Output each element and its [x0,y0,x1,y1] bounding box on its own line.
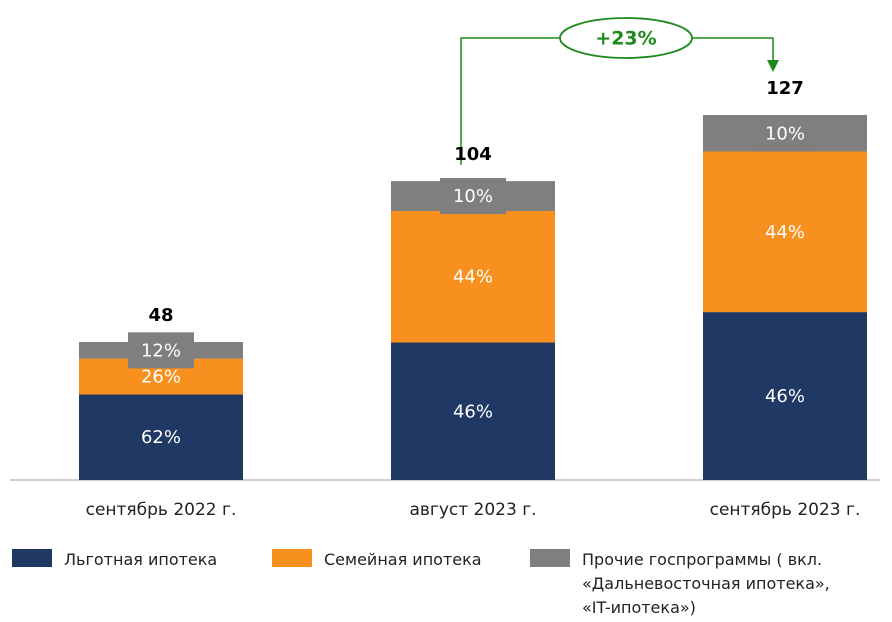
legend-swatch [272,549,312,567]
data-label: 44% [765,222,805,243]
x-tick-label: сентябрь 2023 г. [710,500,861,520]
bar-segment [703,151,867,313]
data-label: 10% [765,123,805,144]
total-label: 48 [148,305,173,326]
chart: +23% 62% 26% 12% 48 сентябрь 2022 г. 46% 44% 10… [10,17,880,520]
annotation-arrowhead [767,60,779,72]
bar-segment [79,394,243,480]
bar-segment [703,312,867,480]
label-box [752,115,818,152]
legend-item: Прочие госпрограммы ( вкл. «Дальневосточ… [530,548,857,620]
label-box [440,178,506,215]
data-label: 44% [453,267,493,288]
legend-swatch [530,549,570,567]
data-label: 10% [453,186,493,207]
legend-item: Семейная ипотека [272,548,482,572]
legend-item: Льготная ипотека [12,548,217,572]
total-label: 104 [454,144,492,165]
data-label: 46% [765,386,805,407]
total-label: 127 [766,78,804,99]
x-tick-label: август 2023 г. [409,500,536,520]
legend-label: Семейная ипотека [324,550,482,569]
data-label: 12% [141,340,181,361]
data-label: 62% [141,427,181,448]
data-label: 46% [453,401,493,422]
bar-segment [391,210,555,343]
annotation-ellipse [559,17,693,59]
annotation: +23% [595,28,656,50]
legend-swatch [12,549,52,567]
legend-label: Прочие госпрограммы ( вкл. «Дальневосточ… [582,550,830,617]
data-label: 26% [141,367,181,388]
legend-label: Льготная ипотека [64,550,218,569]
label-box [128,332,194,369]
bar-segment [391,342,555,480]
x-tick-label: сентябрь 2022 г. [86,500,237,520]
